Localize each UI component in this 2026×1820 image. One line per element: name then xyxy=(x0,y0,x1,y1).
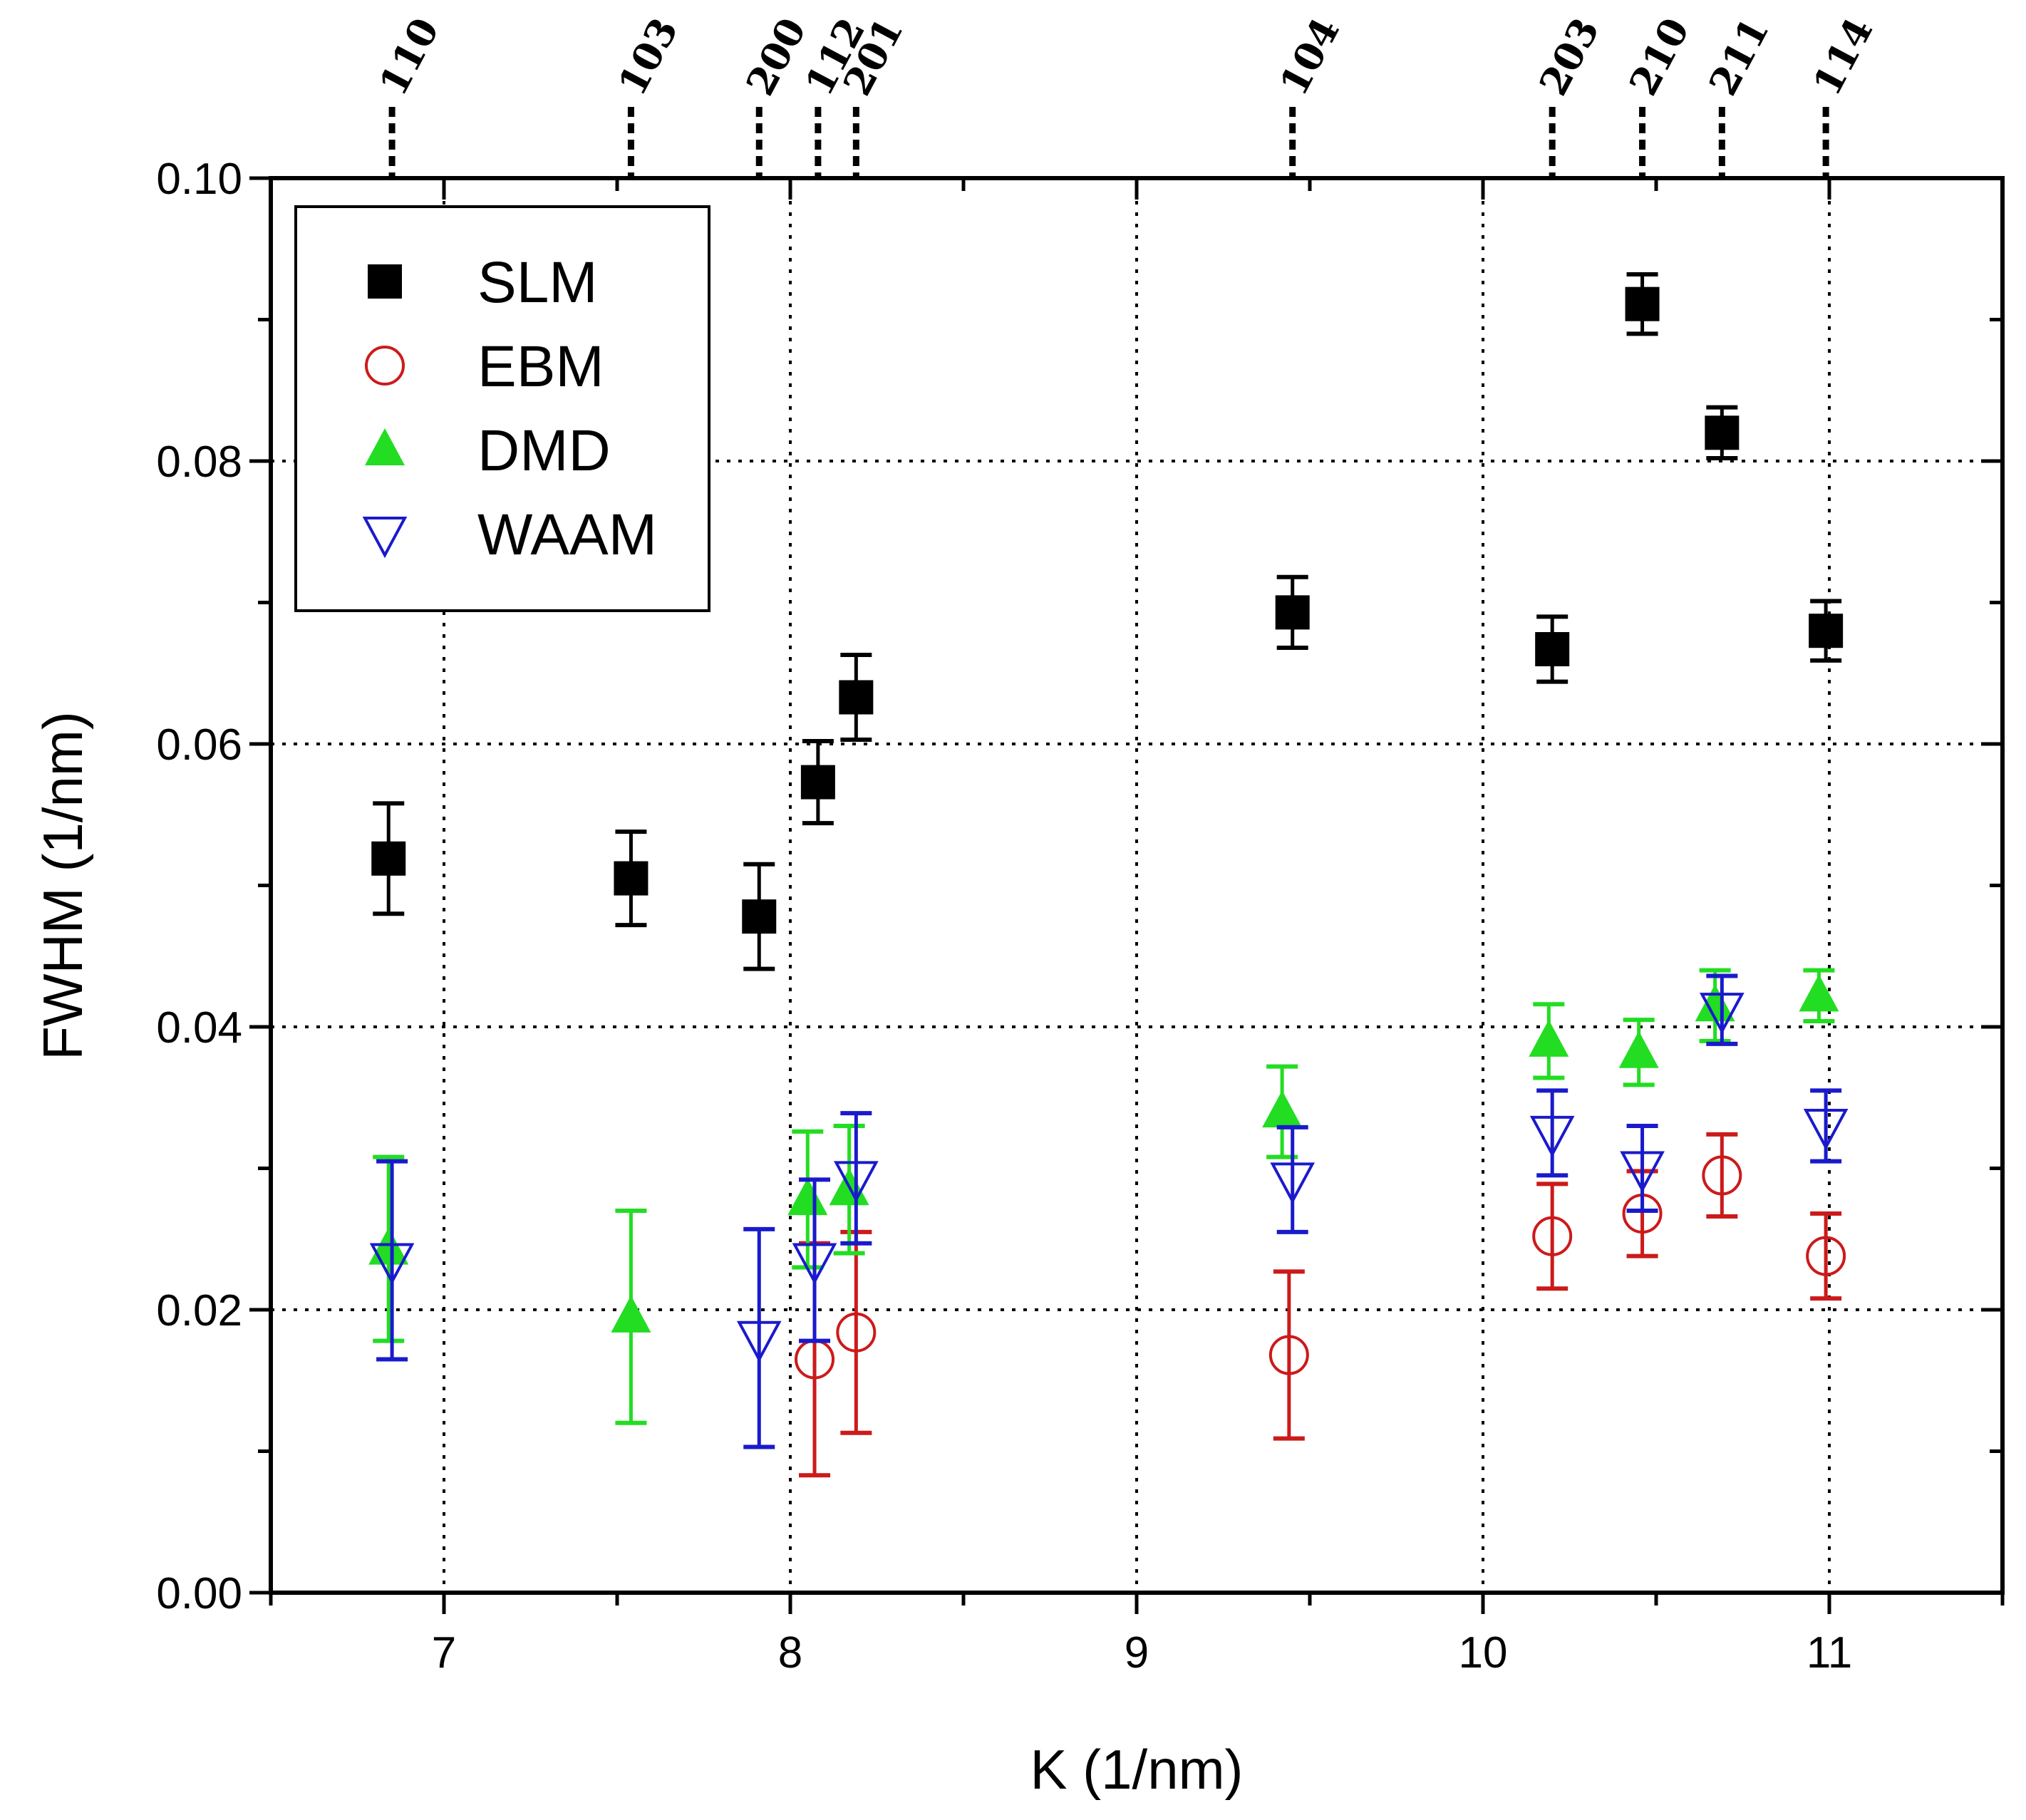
x-tick-label: 11 xyxy=(1807,1628,1852,1677)
data-point xyxy=(1705,415,1740,450)
legend-marker xyxy=(362,517,408,559)
peak-label: 114 xyxy=(1804,11,1881,103)
data-point xyxy=(369,1243,415,1285)
peak-label: 110 xyxy=(370,11,448,103)
peak-label: 103 xyxy=(609,11,686,103)
peak-label: 200 xyxy=(737,11,815,103)
y-tick-label: 0.10 xyxy=(156,155,242,204)
data-point xyxy=(800,765,835,800)
data-point xyxy=(611,1295,651,1333)
data-point xyxy=(1535,632,1570,667)
data-point xyxy=(792,1243,837,1285)
data-points xyxy=(368,272,1849,1478)
data-point xyxy=(1799,974,1839,1012)
peak-label: 210 xyxy=(1621,11,1698,103)
x-axis-title: K (1/nm) xyxy=(1030,1738,1243,1801)
series-dmd xyxy=(368,968,1839,1425)
data-point xyxy=(1620,1151,1665,1193)
x-tick-label: 7 xyxy=(432,1628,456,1677)
y-tick-label: 0.08 xyxy=(156,438,242,487)
legend-label: EBM xyxy=(477,334,604,399)
y-tick-label: 0.04 xyxy=(156,1003,242,1053)
series-slm xyxy=(371,272,1844,971)
data-point xyxy=(1618,1030,1659,1068)
peak-label: 203 xyxy=(1530,11,1608,103)
legend: SLM EBM DMD WAAM xyxy=(294,205,710,612)
data-point xyxy=(836,1312,877,1353)
data-point xyxy=(1268,1335,1309,1375)
series-waam xyxy=(369,973,1849,1449)
x-tick-label: 10 xyxy=(1459,1628,1508,1677)
legend-marker xyxy=(365,428,405,465)
data-point xyxy=(371,841,406,876)
peak-label: 104 xyxy=(1271,11,1348,103)
axes: 7 8 9 10 11 0.00 0.02 0.04 0.06 0.08 0.10 xyxy=(156,155,2005,1677)
legend-label: SLM xyxy=(477,250,598,315)
legend-box xyxy=(294,205,710,612)
y-tick-label: 0.00 xyxy=(156,1569,242,1618)
data-point xyxy=(839,680,874,715)
data-point xyxy=(1262,1090,1303,1128)
data-point xyxy=(1529,1115,1575,1158)
data-point xyxy=(1699,993,1745,1035)
data-point xyxy=(368,1227,409,1265)
x-tick-label: 8 xyxy=(778,1628,802,1677)
data-point xyxy=(1809,614,1844,648)
data-point xyxy=(1625,286,1660,321)
data-point xyxy=(1702,1155,1742,1196)
data-point xyxy=(787,1178,828,1216)
y-tick-label: 0.02 xyxy=(156,1286,242,1335)
data-point xyxy=(614,861,648,896)
legend-label: WAAM xyxy=(477,502,657,567)
data-point xyxy=(742,899,777,934)
data-point xyxy=(1275,595,1310,630)
peak-label: 211 xyxy=(1700,11,1777,103)
legend-marker xyxy=(365,346,405,386)
data-point xyxy=(1529,1019,1569,1057)
data-point xyxy=(1270,1162,1316,1204)
y-tick-label: 0.06 xyxy=(156,720,242,770)
data-point xyxy=(833,1161,879,1203)
x-tick-label: 9 xyxy=(1125,1628,1149,1677)
y-axis-title: FWHM (1/nm) xyxy=(31,711,94,1060)
data-point xyxy=(1806,1236,1846,1276)
data-point xyxy=(1695,984,1735,1022)
legend-label: DMD xyxy=(477,418,611,483)
data-point xyxy=(736,1320,782,1363)
data-point xyxy=(1532,1216,1573,1256)
series-ebm xyxy=(795,1132,1846,1478)
data-point xyxy=(1803,1108,1849,1151)
legend-marker xyxy=(368,264,402,299)
